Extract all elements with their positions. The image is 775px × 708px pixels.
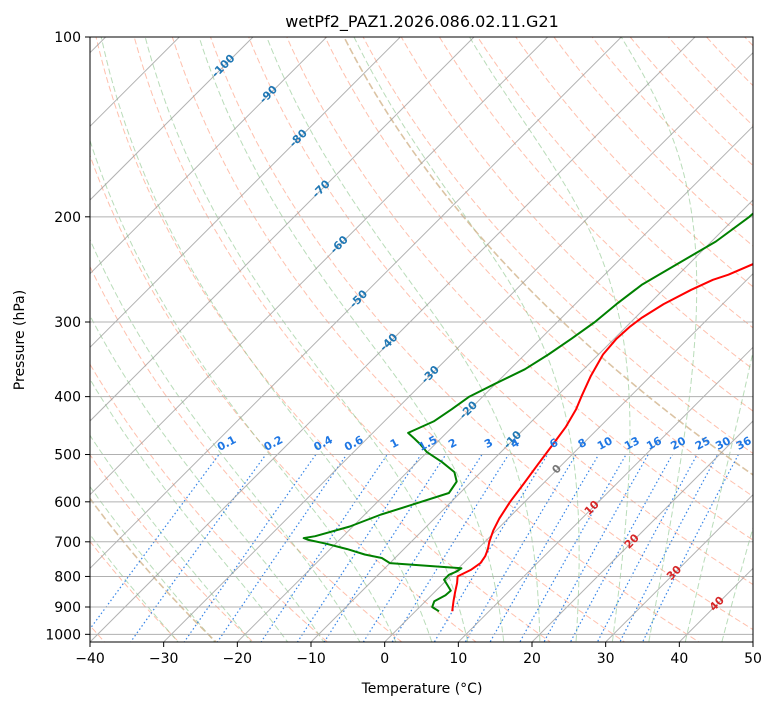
moist-adiabat <box>620 37 698 642</box>
y-tick-label: 900 <box>54 600 81 616</box>
y-tick-label: 200 <box>54 210 81 226</box>
mixing-ratio-label: 10 <box>595 434 615 453</box>
dry-adiabat <box>362 37 753 455</box>
x-tick-label: 30 <box>597 651 615 667</box>
dry-adiabat <box>400 37 753 412</box>
y-axis-label: Pressure (hPa) <box>12 290 28 390</box>
x-tick-label: 50 <box>744 651 762 667</box>
isotherm-line <box>604 493 753 642</box>
isotherm-line <box>90 37 254 201</box>
dry-adiabat <box>515 37 753 288</box>
moist-adiabat <box>144 37 469 642</box>
reference-curve <box>343 37 753 476</box>
x-tick-label: −40 <box>75 651 105 667</box>
y-tick-label: 100 <box>54 30 81 46</box>
isotherm-line <box>90 37 696 642</box>
isotherm-line <box>90 37 181 128</box>
x-tick-label: −10 <box>296 651 326 667</box>
mixing-ratio-label: 36 <box>734 434 754 453</box>
chart-title: wetPf2_PAZ1.2026.086.02.11.G21 <box>285 12 559 32</box>
isotherm-line <box>90 37 549 496</box>
dry-adiabat <box>90 363 329 642</box>
y-tick-label: 700 <box>54 535 81 551</box>
y-tick-label: 800 <box>54 569 81 585</box>
mixing-ratio-label: 16 <box>644 434 664 453</box>
y-tick-label: 400 <box>54 390 81 406</box>
dry-adiabat <box>95 37 552 642</box>
dry-adiabat <box>90 265 403 642</box>
dry-adiabat <box>90 453 254 642</box>
isotherm-line <box>90 37 623 570</box>
isotherm-line <box>90 37 402 349</box>
y-tick-label: 500 <box>54 448 81 464</box>
dry-adiabat <box>133 37 626 642</box>
y-tick-label: 1000 <box>45 627 81 643</box>
isotherm-line <box>90 37 328 275</box>
dry-adiabat <box>438 37 753 370</box>
isotherm-line <box>90 37 475 422</box>
grid-layer <box>90 37 753 642</box>
plot-frame <box>89 36 754 643</box>
dry-adiabat <box>209 37 753 631</box>
isotherm-line <box>457 346 753 642</box>
plot-area <box>90 37 753 642</box>
dry-adiabat <box>286 37 753 541</box>
y-tick-label: 600 <box>54 495 81 511</box>
moist-adiabat <box>90 533 179 642</box>
x-tick-label: −20 <box>223 651 253 667</box>
mixing-ratio-label: 20 <box>668 434 688 453</box>
mixing-ratio-label: 25 <box>693 434 713 453</box>
x-tick-label: 0 <box>380 651 389 667</box>
x-tick-label: −30 <box>149 651 179 667</box>
series-layer <box>302 212 753 613</box>
dewpoint-profile-line <box>302 212 753 613</box>
isotherm-line <box>310 199 753 642</box>
temperature-profile-line <box>451 263 753 612</box>
mixing-ratio-label: 13 <box>622 434 642 453</box>
x-tick-label: 10 <box>449 651 467 667</box>
x-tick-label: 40 <box>670 651 688 667</box>
isotherm-line <box>162 51 753 642</box>
axes-layer: −40 −30 −20 −10 0 10 20 30 40 50 100 200 300 400 500 60… <box>45 30 762 667</box>
dry-adiabat <box>477 37 753 329</box>
x-tick-label: 20 <box>523 651 541 667</box>
isotherm-line <box>383 272 753 642</box>
x-axis-label: Temperature (°C) <box>361 681 483 697</box>
mixing-ratio-label: 30 <box>713 434 733 453</box>
dry-adiabat <box>90 154 477 642</box>
isotherm-line <box>531 420 753 642</box>
y-tick-label: 300 <box>54 315 81 331</box>
